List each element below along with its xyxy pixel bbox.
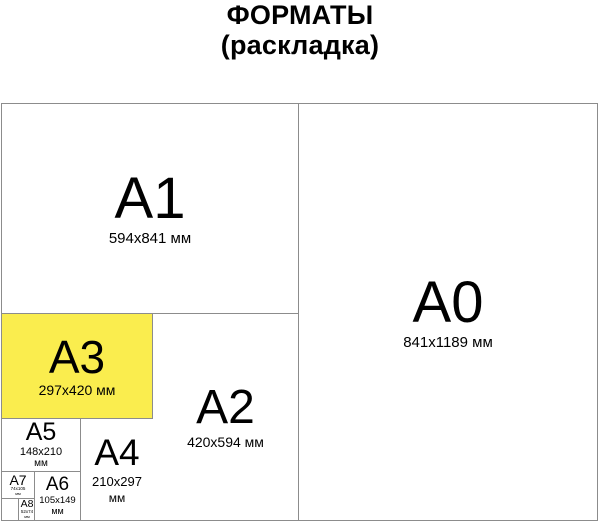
paper-a7-unit: мм — [15, 490, 21, 496]
paper-a5-label: A5 — [25, 417, 57, 446]
paper-a5-size: 148x210 — [19, 445, 63, 458]
paper-a8-size: 52x74 — [20, 509, 34, 515]
paper-a2-size: 420x594 мм — [187, 434, 264, 450]
paper-a6: A6 105x149 мм — [34, 472, 80, 520]
paper-a6-size: 105x149 — [39, 494, 76, 506]
paper-a3-label: A3 — [48, 331, 106, 383]
paper-a1: A1 594x841 мм — [2, 104, 298, 314]
paper-a2: A2 420x594 мм — [153, 314, 298, 520]
paper-a0: A0 841x1189 мм — [298, 104, 597, 520]
paper-a4: A4 210x297 мм — [80, 419, 153, 520]
paper-a5: A5 148x210 мм — [2, 419, 80, 472]
paper-a8-label: A8 — [20, 498, 34, 511]
paper-a4-unit: мм — [108, 490, 126, 505]
paper-a5-unit: мм — [34, 458, 48, 470]
paper-a0-label: A0 — [412, 269, 484, 335]
paper-a3-size: 297x420 мм — [38, 382, 116, 398]
paper-a0-size: 841x1189 мм — [403, 333, 493, 351]
paper-a7-size: 74x105 — [10, 486, 26, 492]
title-line-1: ФОРМАТЫ — [226, 0, 374, 30]
paper-a3-highlighted: A3 297x420 мм — [2, 314, 153, 419]
title-line-2: (раскладка) — [220, 29, 380, 60]
page-title: ФОРМАТЫ (раскладка) — [0, 0, 600, 60]
paper-a7-label: A7 — [9, 471, 27, 488]
paper-a1-size: 594x841 мм — [108, 230, 192, 247]
paper-a6-unit: мм — [51, 505, 64, 516]
paper-a7: A7 74x105 мм — [2, 472, 34, 499]
format-diagram: A1 594x841 мм A0 841x1189 мм A3 297x420 … — [1, 103, 598, 521]
paper-a6-label: A6 — [45, 473, 70, 495]
paper-a2-label: A2 — [196, 381, 255, 434]
paper-a4-label: A4 — [94, 432, 140, 474]
paper-a8-unit: мм — [24, 513, 30, 519]
paper-a1-label: A1 — [114, 166, 186, 231]
paper-a4-size: 210x297 — [92, 474, 142, 490]
paper-a8: A8 52x74 мм — [18, 499, 35, 520]
